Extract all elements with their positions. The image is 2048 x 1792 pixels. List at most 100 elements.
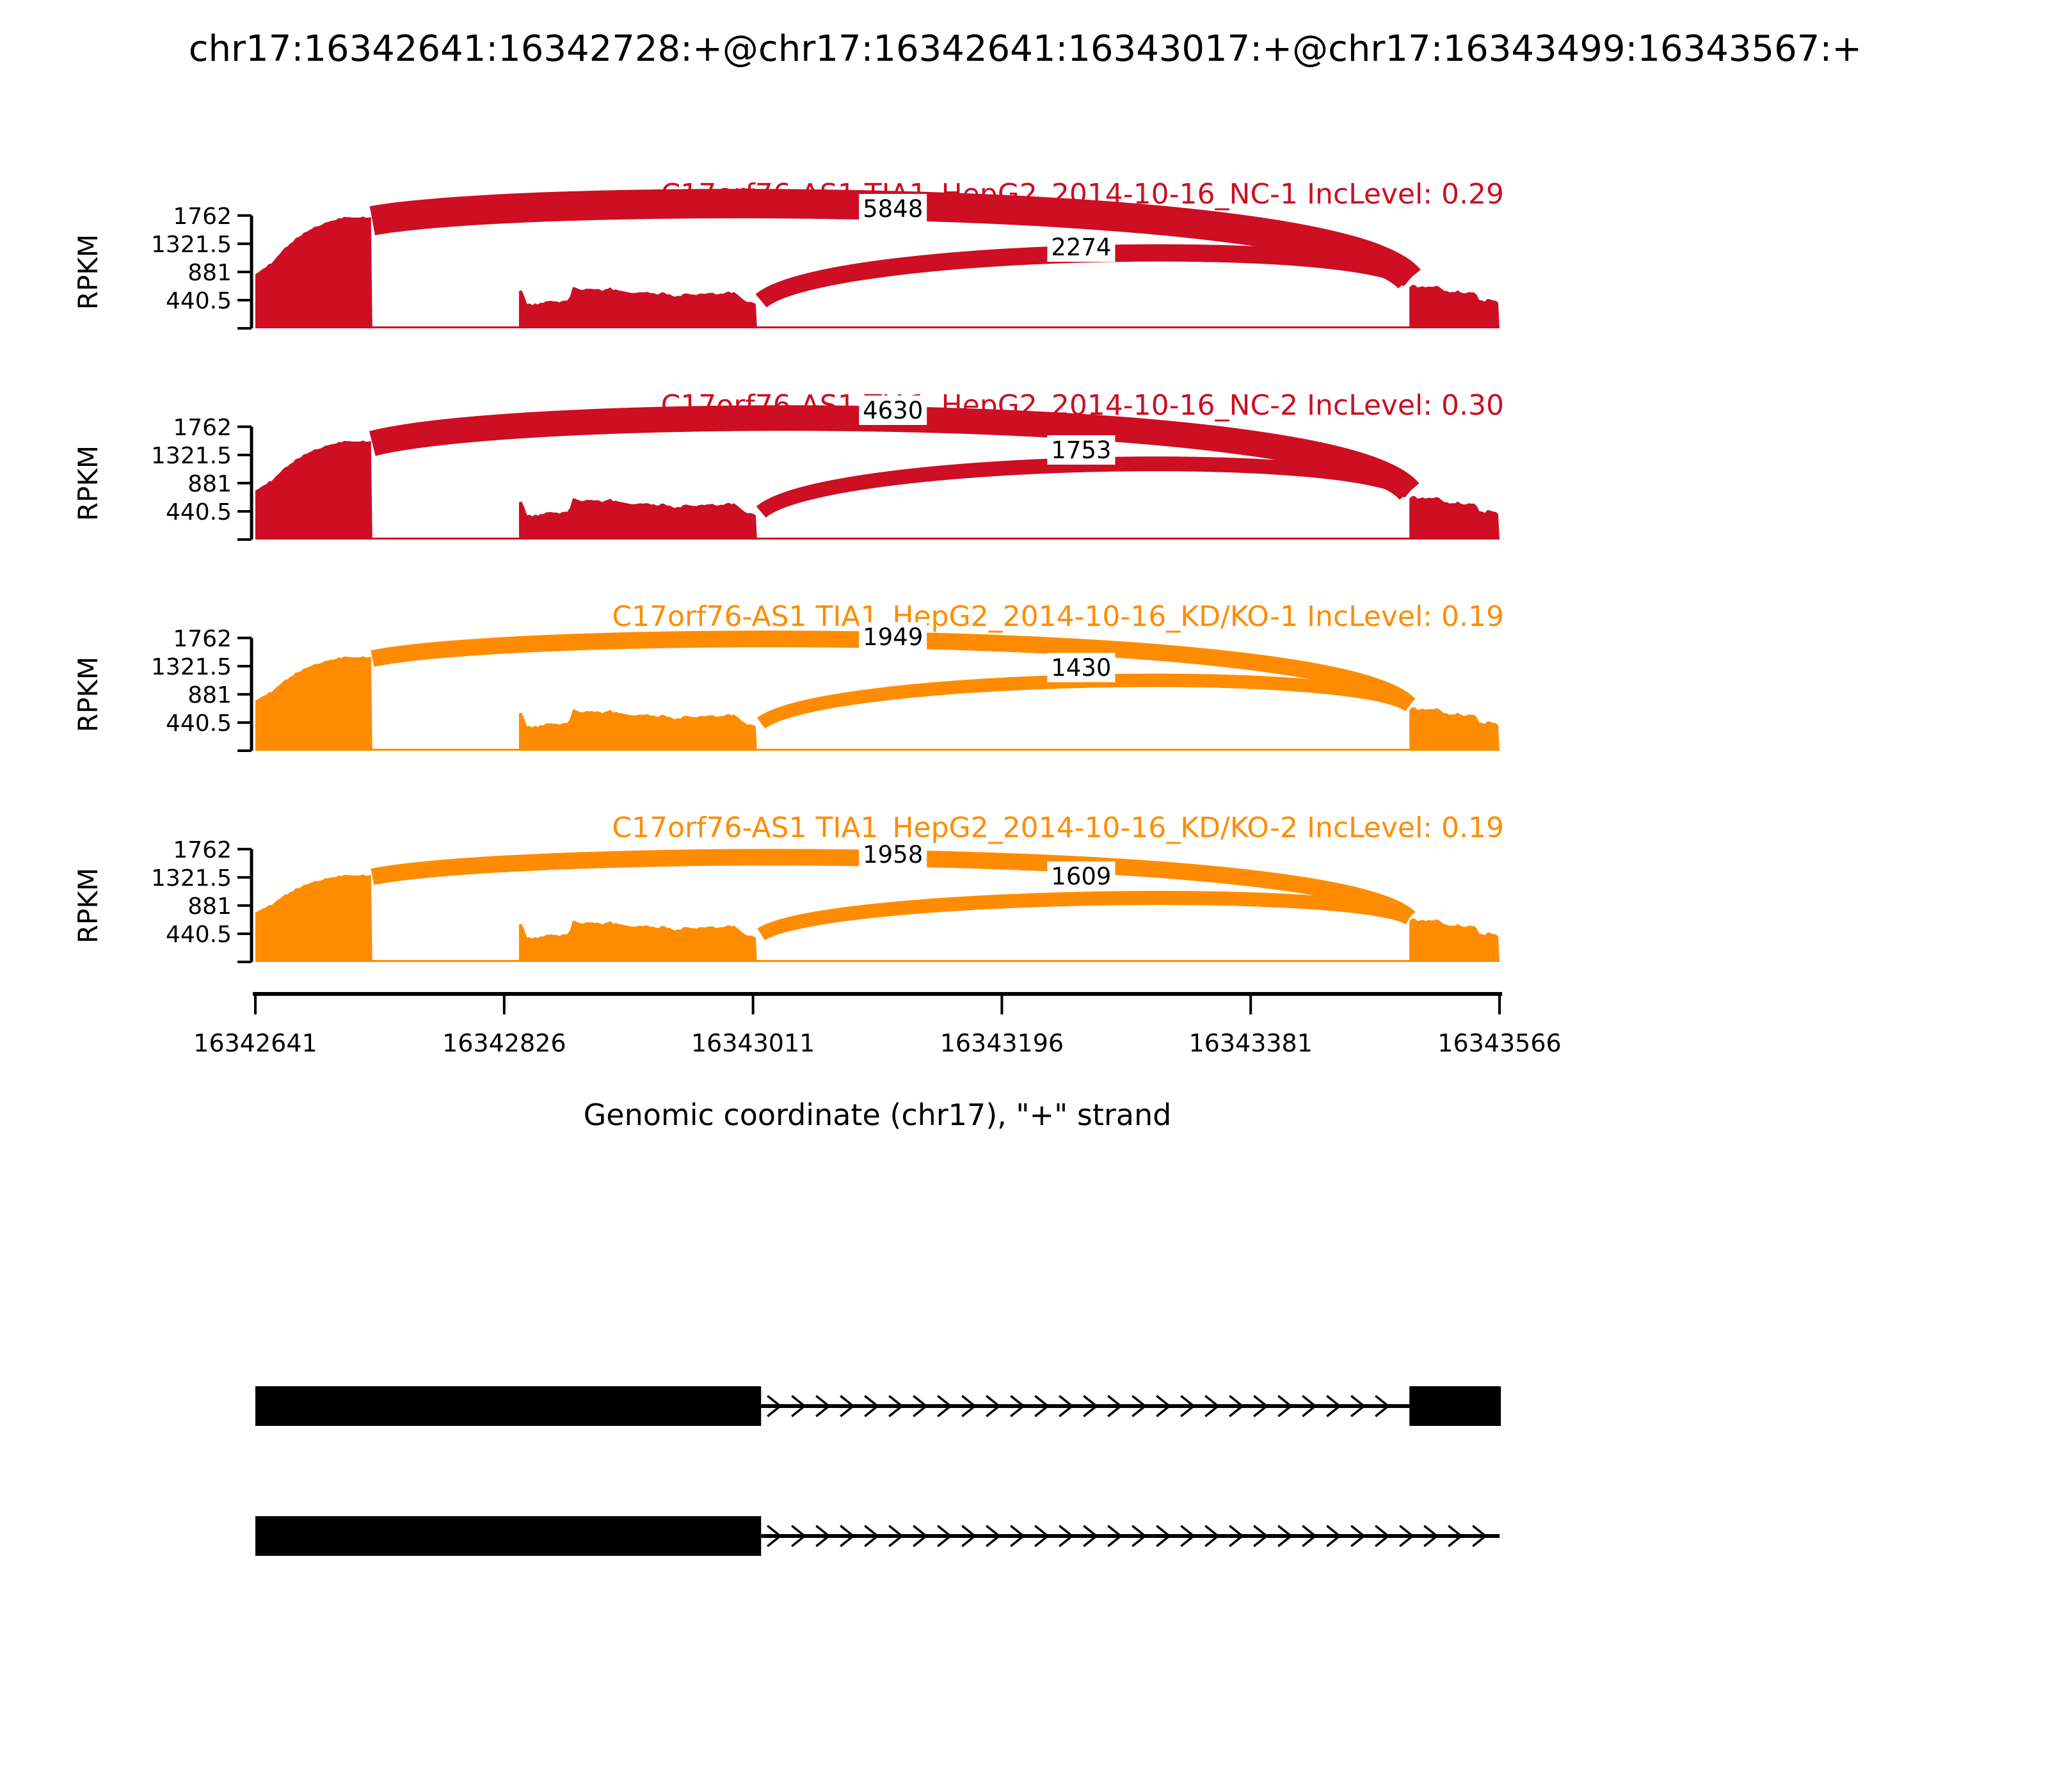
baseline-coverage	[255, 749, 1500, 751]
strand-arrow-icon	[1083, 1524, 1099, 1548]
exon3-coverage	[1409, 707, 1500, 751]
x-tick-label: 16343381	[1188, 1029, 1312, 1057]
strand-arrow-icon	[1350, 1524, 1366, 1548]
junction-count-label: 1949	[863, 623, 923, 651]
y-tick-label: 881	[188, 682, 232, 708]
x-tick-label: 16342641	[193, 1029, 317, 1057]
y-tick-label: 1762	[173, 204, 232, 230]
y-tick-label: 1762	[173, 415, 232, 441]
strand-arrow-icon	[1302, 1395, 1318, 1418]
y-tick-label: 881	[188, 471, 232, 497]
exon3-coverage	[1409, 285, 1500, 328]
strand-arrow-icon	[986, 1395, 1002, 1418]
strand-arrow-icon	[1326, 1524, 1342, 1548]
strand-arrow-icon	[888, 1395, 904, 1418]
strand-arrow-icon	[791, 1524, 807, 1548]
strand-arrow-icon	[840, 1395, 856, 1418]
transcript-1	[255, 1386, 1501, 1426]
exon-box	[255, 1386, 762, 1426]
sashimi-track-2: C17orf76-AS1 TIA1_HepG2_2014-10-16_NC-2 …	[72, 389, 1504, 541]
exon2-coverage	[518, 498, 757, 540]
exon2-coverage	[518, 920, 757, 962]
y-tick-label: 1321.5	[151, 654, 232, 680]
strand-arrow-icon	[1107, 1395, 1123, 1418]
exon2-coverage	[518, 287, 757, 328]
exon3-coverage	[1409, 918, 1500, 962]
strand-arrow-icon	[937, 1395, 953, 1418]
junction-count-label: 1430	[1051, 654, 1111, 682]
strand-arrow-icon	[1010, 1395, 1026, 1418]
strand-arrow-icon	[1326, 1395, 1342, 1418]
x-tick-label: 16343566	[1437, 1029, 1561, 1057]
y-axis-label: RPKM	[72, 445, 104, 521]
strand-arrow-icon	[961, 1524, 977, 1548]
y-tick-label: 1762	[173, 837, 232, 863]
junction-count-label: 1609	[1051, 863, 1111, 890]
baseline-coverage	[255, 326, 1500, 328]
strand-arrow-icon	[1059, 1395, 1075, 1418]
strand-arrow-icon	[791, 1395, 807, 1418]
sashimi-track-1: C17orf76-AS1 TIA1_HepG2_2014-10-16_NC-1 …	[72, 178, 1504, 330]
y-tick-label: 440.5	[166, 922, 232, 948]
coverage-tracks: C17orf76-AS1 TIA1_HepG2_2014-10-16_NC-1 …	[72, 178, 1504, 963]
strand-arrow-icon	[1277, 1395, 1293, 1418]
transcript-structures	[255, 1386, 1501, 1556]
y-tick-label: 881	[188, 260, 232, 286]
exon-box	[1409, 1386, 1501, 1426]
strand-arrow-icon	[1204, 1395, 1220, 1418]
strand-arrow-icon	[1302, 1524, 1318, 1548]
baseline-coverage	[255, 538, 1500, 540]
strand-arrow-icon	[1350, 1395, 1366, 1418]
junction-count-box	[1047, 653, 1116, 682]
x-tick-label: 16343196	[940, 1029, 1064, 1057]
y-tick-label: 1321.5	[151, 232, 232, 258]
y-axis-label: RPKM	[72, 868, 104, 943]
junction-count-label: 1958	[863, 841, 923, 868]
strand-arrow-icon	[1132, 1395, 1148, 1418]
junction-count-box	[859, 396, 927, 425]
strand-arrow-icon	[986, 1524, 1002, 1548]
strand-arrow-icon	[937, 1524, 953, 1548]
strand-arrow-icon	[913, 1524, 929, 1548]
exon1-coverage	[255, 440, 372, 540]
strand-arrow-icon	[1034, 1524, 1050, 1548]
junction-count-box	[1047, 435, 1116, 465]
junction-count-box	[859, 622, 927, 652]
y-tick-label: 440.5	[166, 288, 232, 314]
strand-arrow-icon	[1034, 1395, 1050, 1418]
y-tick-label: 440.5	[166, 499, 232, 525]
exon1-coverage	[255, 216, 372, 328]
genomic-x-axis: 16342641 16342826 16343011 16343196 16343381…	[193, 992, 1562, 1057]
strand-arrow-icon	[1059, 1524, 1075, 1548]
strand-arrow-icon	[815, 1395, 831, 1418]
strand-arrow-icon	[888, 1524, 904, 1548]
strand-arrow-icon	[1423, 1524, 1439, 1548]
strand-arrow-icon	[913, 1395, 929, 1418]
strand-arrow-icon	[1107, 1524, 1123, 1548]
strand-arrow-icon	[864, 1524, 880, 1548]
exon2-coverage	[518, 709, 757, 751]
strand-arrow-icon	[1229, 1395, 1245, 1418]
strand-arrow-icon	[1253, 1524, 1269, 1548]
junction-count-box	[1047, 232, 1116, 262]
strand-arrow-icon	[1375, 1524, 1391, 1548]
strand-arrow-icon	[1083, 1395, 1099, 1418]
track-title: C17orf76-AS1 TIA1_HepG2_2014-10-16_KD/KO…	[612, 812, 1504, 844]
exon1-coverage	[255, 874, 372, 962]
strand-arrow-icon	[1132, 1524, 1148, 1548]
strand-arrow-icon	[840, 1524, 856, 1548]
strand-arrow-icon	[1472, 1524, 1488, 1548]
strand-arrow-icon	[1204, 1524, 1220, 1548]
x-tick-label: 16342826	[442, 1029, 566, 1057]
junction-count-label: 5848	[863, 195, 923, 223]
exon1-coverage	[255, 656, 372, 751]
exon3-coverage	[1409, 496, 1500, 540]
strand-arrow-icon	[1156, 1395, 1172, 1418]
exon-box	[255, 1516, 762, 1556]
strand-arrow-icon	[1277, 1524, 1293, 1548]
y-tick-label: 881	[188, 893, 232, 920]
y-tick-label: 1321.5	[151, 865, 232, 892]
strand-arrow-icon	[1229, 1524, 1245, 1548]
strand-arrow-icon	[1399, 1524, 1415, 1548]
